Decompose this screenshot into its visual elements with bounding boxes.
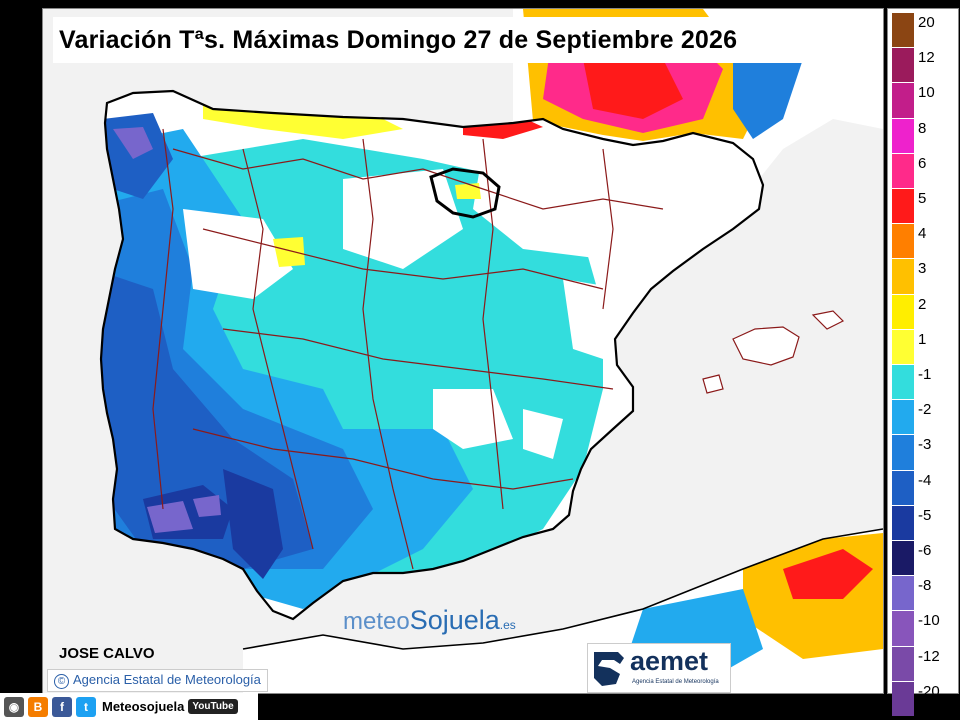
legend-label: -3	[918, 436, 932, 454]
menorca-island	[811, 310, 845, 330]
legend-label: -8	[918, 577, 932, 595]
legend-swatch	[892, 224, 914, 259]
anomaly-fields	[101, 91, 753, 609]
legend-swatch	[892, 541, 914, 576]
anomaly-area-africa-hot	[783, 549, 873, 599]
anomaly-area-france-red	[583, 59, 683, 119]
legend-swatch	[892, 400, 914, 435]
twitter-icon[interactable]: t	[76, 696, 96, 717]
legend-swatch	[892, 576, 914, 611]
legend-label: -12	[918, 647, 940, 665]
legend-swatch	[892, 13, 914, 48]
legend-label: 5	[918, 190, 927, 207]
legend-label: 1	[918, 330, 927, 348]
legend-label: -4	[918, 471, 932, 489]
aemet-emblem-icon	[594, 652, 624, 686]
color-legend: 20 12 10 8 6 5 4 3 2 1 -1 -2 -3 -4 -5 -6 -8 -10 -12 -20	[887, 8, 959, 716]
watermark-meteo: meteo	[343, 608, 410, 635]
legend-label: -1	[918, 366, 932, 383]
meteosojuela-watermark: meteoSojuela.es	[343, 605, 516, 636]
legend-swatch	[892, 48, 914, 83]
watermark-sojuela: Sojuela	[409, 605, 500, 635]
legend-label: -6	[918, 542, 932, 559]
legend-swatch	[892, 189, 914, 224]
legend-label: 12	[918, 49, 935, 67]
legend-swatch	[892, 365, 914, 400]
balearic-islands	[732, 326, 800, 366]
title-box: Variación Tªs. Máximas Domingo 27 de Sep…	[53, 17, 869, 63]
aemet-ghost-watermark: aemet	[749, 661, 825, 691]
legend-swatch	[892, 505, 914, 540]
copyright-icon: ©	[54, 674, 69, 689]
legend-swatch	[892, 681, 914, 716]
social-name[interactable]: Meteosojuela	[102, 699, 185, 714]
legend-label: 8	[918, 119, 927, 137]
region-borders	[152, 128, 664, 570]
legend-label: -5	[918, 506, 932, 524]
legend-label: 6	[918, 154, 927, 172]
aemet-subtitle: Agencia Estatal de Meteorología	[632, 679, 719, 685]
legend-swatch	[892, 259, 914, 294]
map-panel: Variación Tªs. Máximas Domingo 27 de Sep…	[42, 8, 884, 694]
aemet-name: aemet	[630, 646, 709, 676]
anomaly-area-france-cool	[733, 49, 803, 139]
legend-label: 3	[918, 260, 927, 278]
temperature-anomaly-map	[99, 9, 883, 693]
legend-swatch	[892, 611, 914, 646]
legend-label: 4	[918, 225, 927, 243]
legend-swatch	[892, 470, 914, 505]
legend-swatch	[892, 294, 914, 329]
social-links-bar: ◉ B f t Meteosojuela YouTube	[0, 693, 258, 720]
legend-swatch	[892, 646, 914, 681]
aemet-logo: aemet Agencia Estatal de Meteorología	[587, 643, 731, 693]
iberia-coastline	[99, 89, 765, 621]
legend-swatch	[892, 329, 914, 364]
legend-label: 10	[918, 84, 935, 102]
ibiza-island	[702, 374, 724, 394]
copyright-text: Agencia Estatal de Meteorología	[73, 672, 261, 687]
legend-swatch	[892, 83, 914, 118]
legend-label: -20	[918, 682, 940, 700]
la-rioja-outline	[429, 167, 501, 219]
legend-swatch	[892, 435, 914, 470]
legend-swatch	[892, 153, 914, 188]
blogger-icon[interactable]: B	[28, 696, 48, 717]
copyright-notice: © Agencia Estatal de Meteorología	[47, 669, 268, 692]
author-name: JOSE CALVO	[59, 645, 155, 662]
legend-label: 20	[918, 14, 935, 31]
legend-label: 2	[918, 295, 927, 313]
page-title: Variación Tªs. Máximas Domingo 27 de Sep…	[59, 25, 738, 54]
legend-label: -10	[918, 612, 940, 630]
africa-coastline	[242, 528, 883, 650]
instagram-icon[interactable]: ◉	[4, 696, 24, 717]
legend-swatch	[892, 118, 914, 153]
legend-label: -2	[918, 401, 932, 419]
watermark-tld: .es	[499, 618, 516, 632]
youtube-icon[interactable]: YouTube	[188, 699, 238, 714]
facebook-icon[interactable]: f	[52, 696, 72, 717]
